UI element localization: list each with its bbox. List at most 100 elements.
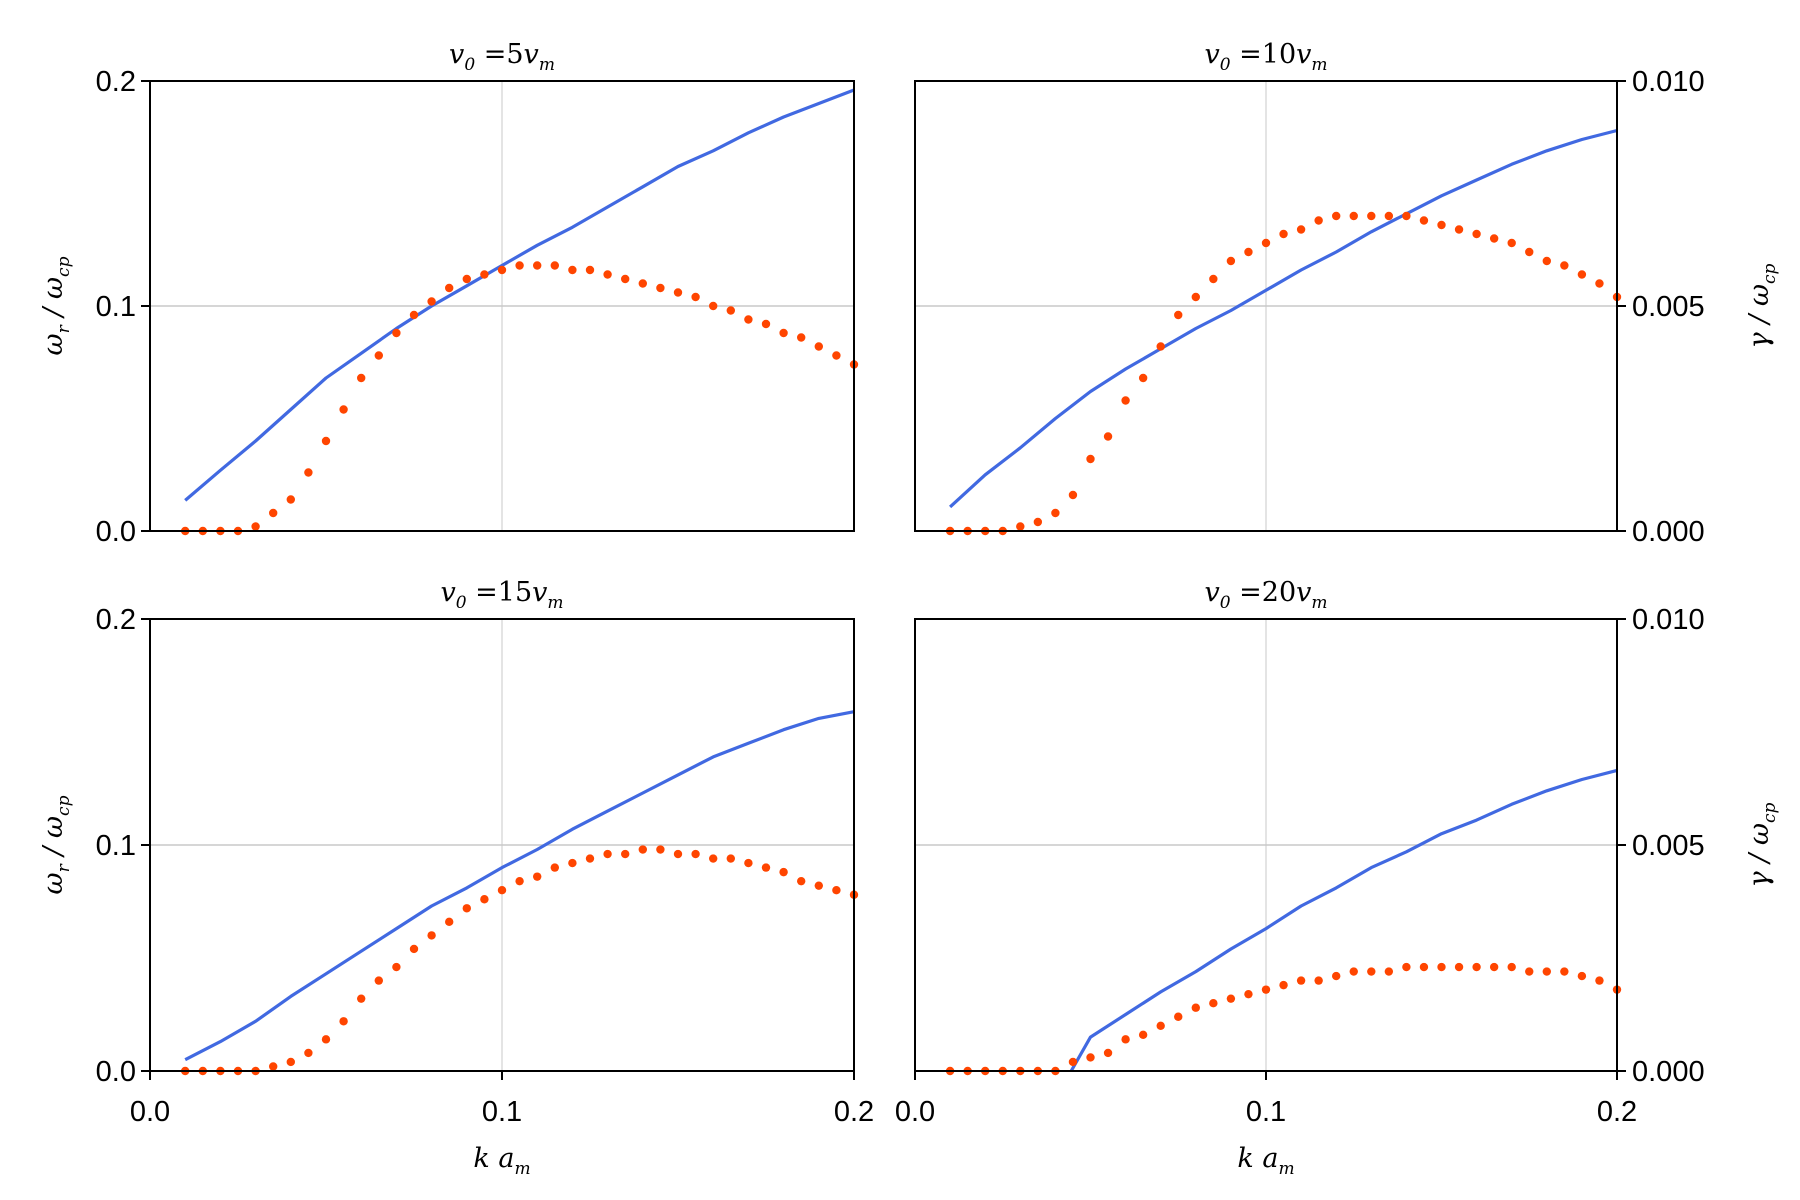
gamma-dot — [1068, 1057, 1078, 1067]
gamma-dot — [1068, 490, 1078, 500]
gamma-dot — [1261, 985, 1271, 994]
gamma-dot — [1560, 261, 1569, 270]
subplot-title: v0 =15vm — [440, 577, 563, 613]
gamma-dot — [1314, 216, 1323, 225]
gamma-dot — [409, 944, 419, 954]
gamma-dot — [515, 876, 524, 886]
gamma-dot — [691, 292, 700, 302]
xlabel-a: a — [1262, 1143, 1278, 1174]
title-var: v — [1204, 39, 1219, 70]
title-var: v — [449, 39, 464, 70]
ylabel-gamma: γ — [1744, 870, 1775, 887]
gamma-dot — [1332, 971, 1341, 981]
y-tick-label-left: 0.2 — [96, 604, 136, 636]
ylabel-omega-cp: ω — [1744, 284, 1775, 306]
gamma-dot — [1489, 962, 1499, 972]
gamma-dot — [462, 904, 471, 913]
title-var-sub: 0 — [456, 593, 467, 613]
subplot-title: v0 =5vm — [449, 39, 555, 75]
x-tick-label: 0.2 — [1597, 1096, 1637, 1128]
y-tick-label-right: 0.010 — [1632, 604, 1705, 636]
title-unit: v — [1296, 39, 1311, 70]
baseline-reset — [38, 856, 69, 865]
ylabel-omega: ω — [38, 872, 69, 894]
gamma-dot — [832, 351, 841, 360]
title-unit-sub: m — [547, 593, 563, 613]
y-tick-label-right: 0.000 — [1632, 1056, 1705, 1088]
omega-r-line — [949, 128, 1618, 509]
gamma-dot — [1279, 229, 1288, 239]
gamma-dot — [779, 328, 788, 338]
title-var: v — [1204, 577, 1219, 608]
gamma-dot — [1226, 256, 1236, 266]
gamma-dot — [603, 270, 612, 279]
gamma-dot — [1437, 220, 1446, 230]
gamma-dot — [814, 342, 823, 351]
title-unit: v — [1296, 577, 1311, 608]
gamma-dot — [638, 279, 647, 288]
x-axis-label: k am — [1237, 1143, 1294, 1179]
subplot-title: v0 =10vm — [1204, 39, 1327, 75]
ylabel-slash: / — [38, 844, 69, 859]
gamma-dot — [797, 333, 806, 342]
gamma-dot — [515, 261, 524, 270]
baseline-reset — [475, 39, 484, 70]
y-axis-label-left: ωr / ωcp — [38, 795, 74, 894]
ylabel-slash: / — [1744, 312, 1775, 327]
baseline-reset — [467, 577, 476, 608]
gamma-dot — [1454, 225, 1464, 234]
gamma-dot — [1560, 967, 1569, 976]
gamma-dot — [1472, 229, 1481, 239]
x-tick-label: 0.1 — [482, 1096, 522, 1128]
gamma-dot — [638, 845, 647, 854]
ylabel-omega-cp-sub: cp — [54, 795, 74, 816]
space — [1744, 306, 1775, 315]
subplot-title: v0 =20vm — [1204, 577, 1327, 613]
gamma-dot — [550, 863, 559, 872]
gamma-dot — [497, 886, 507, 895]
gamma-dot — [1349, 967, 1358, 976]
gamma-dot — [1209, 274, 1218, 284]
omega-r-line — [1069, 768, 1618, 1072]
gamma-dot — [621, 849, 630, 859]
omega-r-line — [184, 710, 855, 1062]
title-num: 5 — [506, 39, 523, 70]
title-var-sub: 0 — [1220, 593, 1231, 613]
title-eq: = — [1239, 577, 1262, 608]
x-tick-label: 0.2 — [834, 1096, 874, 1128]
omega-r-line — [184, 88, 855, 502]
gamma-dot — [797, 876, 806, 886]
ylabel-omega: ω — [38, 333, 69, 355]
xlabel-a-sub: m — [1278, 1159, 1294, 1179]
x-tick-label: 0.0 — [130, 1096, 170, 1128]
gamma-dot — [1174, 310, 1183, 320]
gamma-dot — [656, 283, 665, 293]
gamma-dot — [1033, 517, 1043, 527]
gamma-dot — [1349, 211, 1358, 221]
gamma-dot — [1525, 967, 1534, 976]
y-tick-label-right: 0.010 — [1632, 66, 1705, 98]
gamma-dot — [1419, 962, 1429, 972]
gamma-dot — [1595, 279, 1604, 288]
gamma-dot — [1156, 342, 1165, 351]
gamma-dot — [832, 886, 841, 895]
gamma-dot — [744, 315, 753, 324]
gamma-dot — [1191, 292, 1201, 302]
gamma-dot — [409, 310, 419, 320]
gamma-dot — [1051, 508, 1060, 518]
gamma-dot — [1209, 999, 1218, 1008]
gamma-dot — [445, 283, 454, 293]
y-tick-label-right: 0.005 — [1632, 291, 1705, 323]
gamma-dot — [321, 436, 331, 446]
title-var: v — [440, 577, 455, 608]
gamma-dot — [269, 508, 278, 518]
gamma-dot — [1367, 967, 1376, 976]
baseline-reset — [1231, 39, 1240, 70]
ylabel-omega-cp: ω — [38, 277, 69, 299]
gamma-dot — [339, 1017, 348, 1026]
gamma-dot — [1103, 1048, 1113, 1058]
gamma-dot — [1437, 962, 1446, 972]
